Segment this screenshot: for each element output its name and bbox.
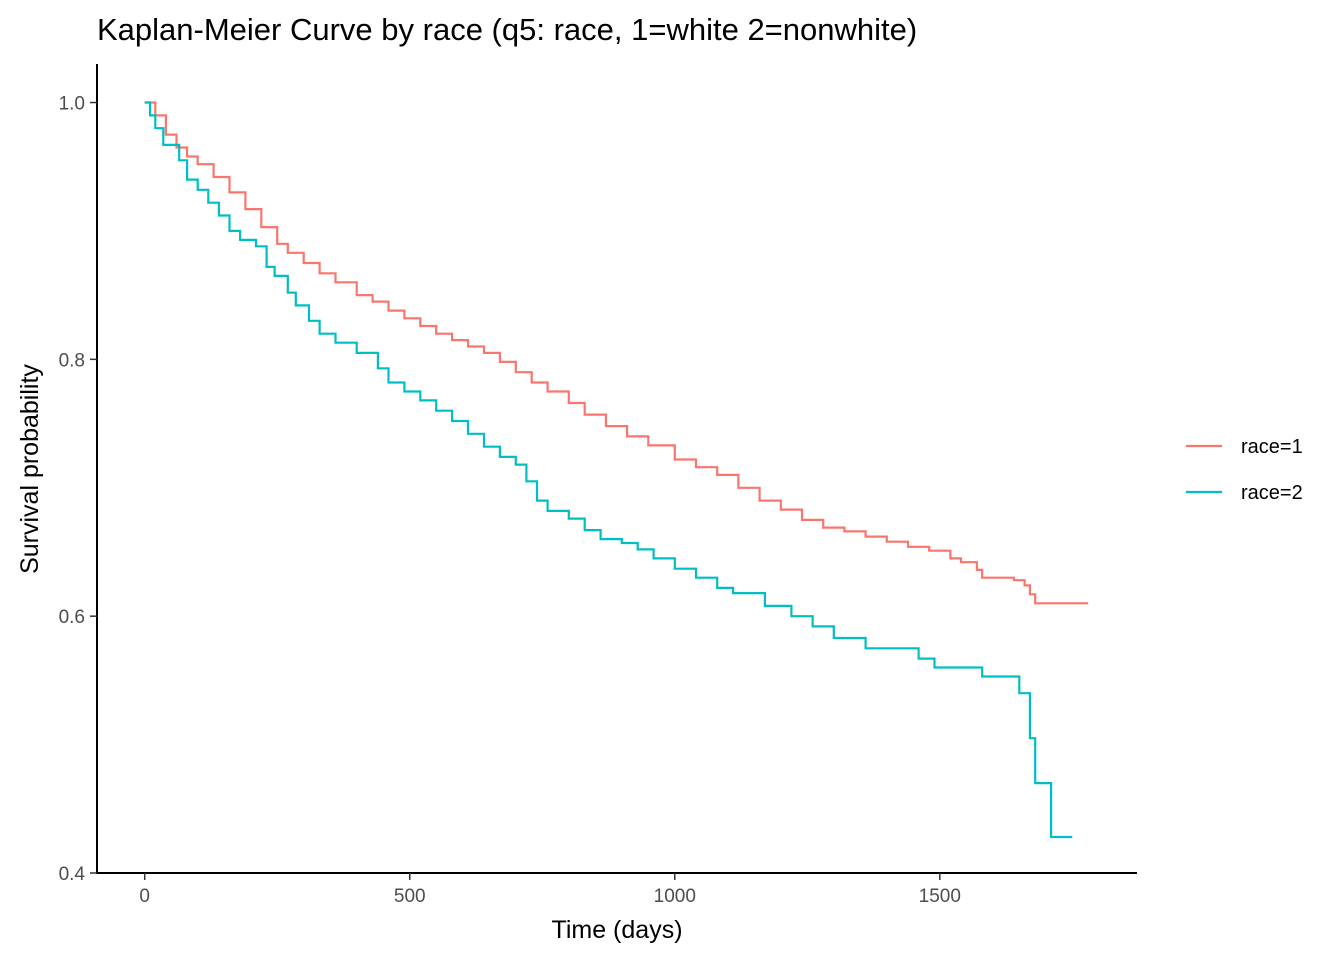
- x-tick-label: 1000: [654, 886, 696, 907]
- survival-curves: [144, 101, 1089, 839]
- x-axis-title: Time (days): [551, 916, 682, 944]
- y-axis-title: Survival probability: [16, 364, 44, 574]
- y-tick-label: 0.4: [59, 864, 86, 885]
- x-ticks: 0 500 1000 1500: [139, 873, 961, 907]
- x-tick-label: 1500: [919, 886, 961, 907]
- legend-label-race-1: race=1: [1241, 436, 1303, 458]
- series-line-race-1: [144, 101, 1089, 605]
- y-tick-label: 1.0: [59, 94, 85, 115]
- plot-area: 0 500 1000 1500 0.4 0.6 0.8 1.0: [59, 64, 1137, 907]
- chart-title: Kaplan-Meier Curve by race (q5: race, 1=…: [97, 12, 917, 47]
- series-line-race-2: [144, 101, 1073, 839]
- legend: race=1 race=2: [1186, 436, 1303, 504]
- x-tick-label: 500: [394, 886, 426, 907]
- y-tick-label: 0.8: [59, 350, 85, 371]
- x-tick-label: 0: [139, 886, 150, 907]
- y-tick-label: 0.6: [59, 607, 85, 628]
- y-ticks: 0.4 0.6 0.8 1.0: [59, 94, 97, 885]
- legend-label-race-2: race=2: [1241, 482, 1303, 504]
